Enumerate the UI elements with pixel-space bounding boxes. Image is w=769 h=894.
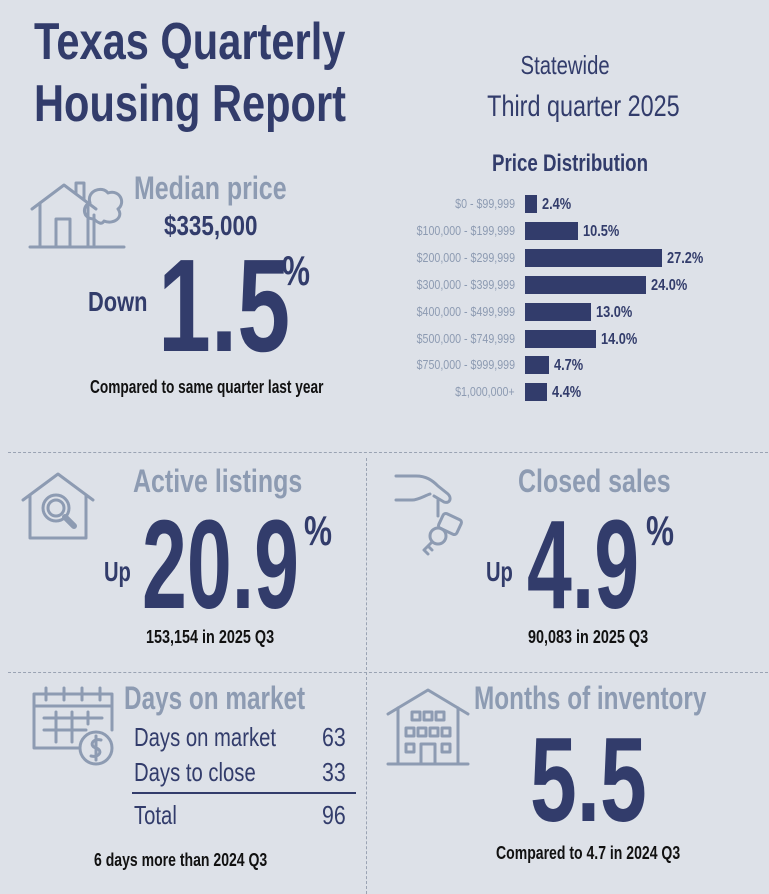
median-percent-sign: %	[282, 247, 311, 294]
dom-row-value: 33	[322, 757, 346, 787]
closed-sales-change: 4.9	[527, 494, 640, 635]
active-listings-change: 20.9	[142, 494, 299, 635]
bar-value-label: 14.0%	[600, 330, 637, 348]
dom-total-rule	[132, 792, 356, 794]
bar-value-label: 13.0%	[595, 303, 632, 321]
bar-value-label: 4.7%	[553, 357, 583, 375]
dom-row-2-value-wrap: 33	[322, 757, 351, 788]
bar-category-label: $1,000,000+	[455, 384, 515, 400]
distribution-bar	[525, 302, 591, 321]
median-price-value-wrap: $335,000	[164, 210, 281, 242]
dom-row-label: Days to close	[134, 757, 256, 787]
closed-note-wrap: 90,083 in 2025 Q3	[528, 627, 678, 648]
dom-total-label-wrap: Total	[134, 800, 189, 831]
apartment-building-icon	[386, 686, 470, 768]
closed-sales-percent-sign: %	[646, 507, 675, 554]
divider-top	[8, 452, 769, 453]
active-unit-wrap: %	[304, 510, 341, 552]
months-note-wrap: Compared to 4.7 in 2024 Q3	[496, 843, 732, 864]
dom-row-value: 63	[322, 722, 346, 752]
days-on-market-note: 6 days more than 2024 Q3	[94, 850, 268, 870]
price-distribution-title-wrap: Price Distribution	[465, 150, 675, 178]
bar-category-label: $400,000 - $499,999	[416, 303, 515, 319]
bar-category-label: $0 - $99,999	[455, 196, 515, 211]
closed-sales-label-wrap: Closed sales	[518, 463, 714, 500]
distribution-bar	[525, 195, 538, 213]
bar-value-label: 24.0%	[651, 276, 688, 294]
active-listings-label-wrap: Active listings	[133, 463, 350, 500]
calendar-dollar-icon	[30, 686, 116, 770]
median-direction: Down	[88, 286, 148, 317]
distribution-bar	[525, 221, 579, 240]
bar-category-label: $750,000 - $999,999	[416, 357, 515, 373]
price-distribution-title: Price Distribution	[491, 150, 649, 177]
months-inventory-value-wrap: 5.5	[530, 720, 697, 840]
days-on-market-label: Days on market	[124, 680, 306, 716]
active-listings-label: Active listings	[133, 463, 303, 499]
house-tree-icon	[28, 175, 128, 253]
bar-category-label: $500,000 - $749,999	[416, 330, 515, 346]
bar-category-label: $300,000 - $399,999	[416, 276, 515, 292]
bar-value-label: 10.5%	[583, 222, 620, 240]
closed-sales-direction: Up	[486, 556, 513, 587]
bar-category-label: $100,000 - $199,999	[416, 222, 515, 238]
period-block: Third quarter 2025	[460, 90, 680, 124]
dom-total-label: Total	[134, 800, 177, 830]
dom-note-wrap: 6 days more than 2024 Q3	[94, 850, 316, 871]
bar-value-label: 2.4%	[542, 196, 572, 213]
active-listings-note: 153,154 in 2025 Q3	[146, 627, 275, 647]
dom-row-label: Days on market	[134, 722, 277, 752]
dom-row-1-value-wrap: 63	[322, 722, 351, 753]
bar-value-label: 27.2%	[667, 249, 704, 267]
dom-total-value: 96	[322, 800, 346, 830]
distribution-bar	[525, 248, 663, 267]
closed-sales-label: Closed sales	[518, 463, 671, 499]
region-block: Statewide	[470, 50, 660, 80]
median-price-label-wrap: Median price	[134, 170, 330, 207]
distribution-bar	[525, 383, 548, 402]
divider-middle	[8, 672, 769, 673]
median-change-number: 1.5	[158, 232, 291, 379]
closed-sales-note: 90,083 in 2025 Q3	[528, 627, 649, 647]
region-text: Statewide	[520, 50, 610, 80]
closed-direction-wrap: Up	[486, 556, 523, 588]
dom-row-1-label-wrap: Days on market	[134, 722, 316, 753]
active-listings-direction: Up	[104, 556, 131, 587]
median-direction-wrap: Down	[88, 286, 164, 318]
title-line-2: Housing Report	[34, 75, 346, 133]
period-text: Third quarter 2025	[487, 90, 680, 123]
days-on-market-label-wrap: Days on market	[124, 680, 362, 717]
median-unit-wrap: %	[282, 250, 319, 292]
active-note-wrap: 153,154 in 2025 Q3	[146, 627, 306, 648]
hand-keys-icon	[394, 470, 478, 562]
report-title: Texas Quarterly Housing Report	[34, 14, 424, 132]
bar-category-label: $200,000 - $299,999	[416, 249, 515, 265]
median-note-wrap: Compared to same quarter last year	[90, 377, 397, 398]
bar-value-label: 4.4%	[552, 384, 582, 402]
median-price-label: Median price	[134, 170, 287, 206]
closed-change-wrap: 4.9	[527, 502, 702, 628]
active-direction-wrap: Up	[104, 556, 141, 588]
house-search-icon	[20, 468, 96, 544]
median-change-wrap: 1.5	[158, 240, 342, 372]
months-inventory-note: Compared to 4.7 in 2024 Q3	[496, 843, 681, 863]
active-change-wrap: 20.9	[142, 502, 387, 628]
closed-unit-wrap: %	[646, 510, 683, 552]
months-inventory-label-wrap: Months of inventory	[474, 680, 769, 717]
median-note: Compared to same quarter last year	[90, 377, 324, 397]
dom-row-2-label-wrap: Days to close	[134, 757, 290, 788]
distribution-bar	[525, 275, 647, 294]
active-listings-percent-sign: %	[304, 507, 333, 554]
median-price-value: $335,000	[164, 210, 258, 241]
divider-vertical	[366, 458, 367, 894]
months-inventory-value: 5.5	[530, 713, 647, 847]
distribution-bar	[525, 356, 549, 375]
distribution-bar	[525, 329, 596, 348]
months-inventory-label: Months of inventory	[474, 680, 707, 716]
title-line-1: Texas Quarterly	[34, 13, 346, 71]
dom-total-value-wrap: 96	[322, 800, 351, 831]
